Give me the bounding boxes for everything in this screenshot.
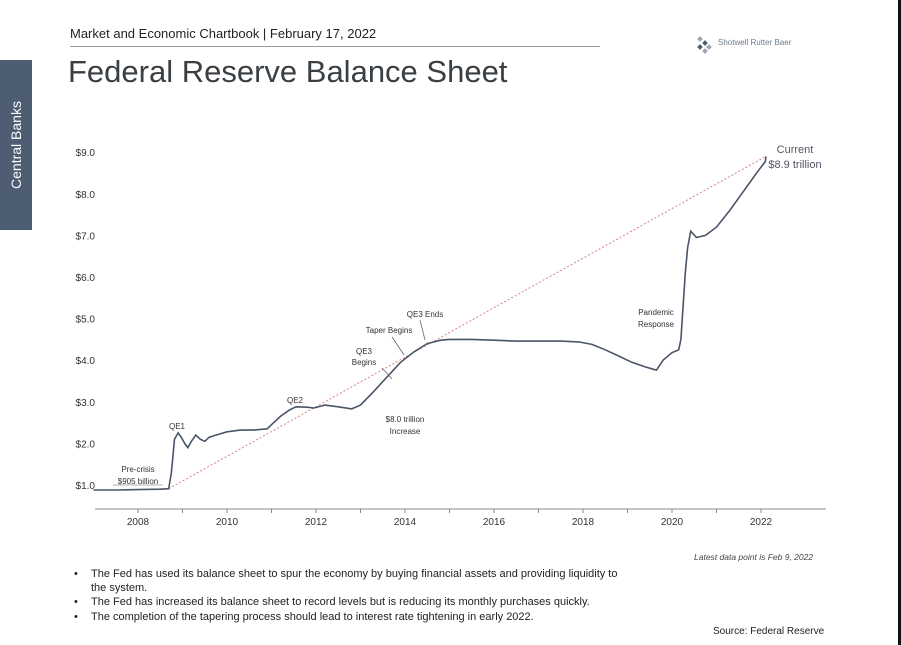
logo-mark-icon xyxy=(697,36,712,54)
y-tick-label: $9.0 xyxy=(76,148,96,159)
logo-text: Shotwell Rutter Baer xyxy=(718,38,792,47)
latest-data-note: Latest data point is Feb 9, 2022 xyxy=(694,552,814,562)
annotation-text: Taper Begins xyxy=(366,326,413,335)
bullet-item: The Fed has increased its balance sheet … xyxy=(74,596,634,610)
header-divider xyxy=(70,46,600,47)
annotation-text: QE3 Ends xyxy=(407,310,443,319)
annotation-text: QE2 xyxy=(287,396,304,405)
qe3-pointer xyxy=(381,367,393,380)
y-tick-label: $8.0 xyxy=(76,190,96,201)
window-edge xyxy=(898,0,901,645)
chartbook-subtitle: Market and Economic Chartbook | February… xyxy=(70,26,377,41)
taper-pointer xyxy=(391,336,405,356)
annotation-text: Pandemic xyxy=(638,308,674,317)
annotation-text: Current xyxy=(777,144,814,156)
source-note: Source: Federal Reserve xyxy=(713,626,825,637)
annotation-text: Pre-crisis xyxy=(121,465,154,474)
y-axis-ticks: $1.0 $2.0 $3.0 $4.0 $5.0 $6.0 $7.0 $8.0 $9.0 xyxy=(76,148,96,492)
x-tick-label: 2020 xyxy=(661,517,684,528)
y-tick-label: $6.0 xyxy=(76,273,96,284)
page-title: Federal Reserve Balance Sheet xyxy=(68,54,508,89)
bullet-item: The completion of the tapering process s… xyxy=(74,611,634,625)
chart-annotations: Pre-crisis $905 billion QE1 QE2 QE3 Begins Tap… xyxy=(113,144,822,486)
y-tick-label: $4.0 xyxy=(76,356,96,367)
x-tick-label: 2022 xyxy=(750,517,773,528)
bullet-item: The Fed has used its balance sheet to sp… xyxy=(74,568,634,595)
annotation-text: Increase xyxy=(390,427,421,436)
annotation-text: $8.9 trillion xyxy=(768,159,821,171)
x-tick-label: 2010 xyxy=(216,517,239,528)
annotation-text: $905 billion xyxy=(118,477,158,486)
x-tick-label: 2016 xyxy=(483,517,506,528)
series-line xyxy=(93,156,767,491)
bullet-list: The Fed has used its balance sheet to sp… xyxy=(74,568,634,625)
y-tick-label: $1.0 xyxy=(76,481,96,492)
y-tick-label: $2.0 xyxy=(76,439,96,450)
x-tick-label: 2012 xyxy=(305,517,328,528)
x-axis: 2008 2010 2012 2014 2016 2018 2020 2022 xyxy=(95,508,826,528)
y-tick-label: $5.0 xyxy=(76,315,96,326)
qe3-ends-pointer xyxy=(419,319,426,341)
side-tab[interactable]: Central Banks xyxy=(0,60,32,230)
annotation-text: $8.0 trillion xyxy=(386,415,425,424)
y-tick-label: $3.0 xyxy=(76,398,96,409)
company-logo: Shotwell Rutter Baer xyxy=(696,33,816,59)
x-tick-label: 2018 xyxy=(572,517,595,528)
x-tick-label: 2014 xyxy=(394,517,417,528)
y-tick-label: $7.0 xyxy=(76,231,96,242)
annotation-text: Response xyxy=(638,320,675,329)
annotation-text: QE1 xyxy=(169,422,186,431)
x-tick-label: 2008 xyxy=(127,517,150,528)
annotation-text: Begins xyxy=(352,358,376,367)
annotation-text: QE3 xyxy=(356,347,373,356)
trend-line xyxy=(168,155,767,490)
